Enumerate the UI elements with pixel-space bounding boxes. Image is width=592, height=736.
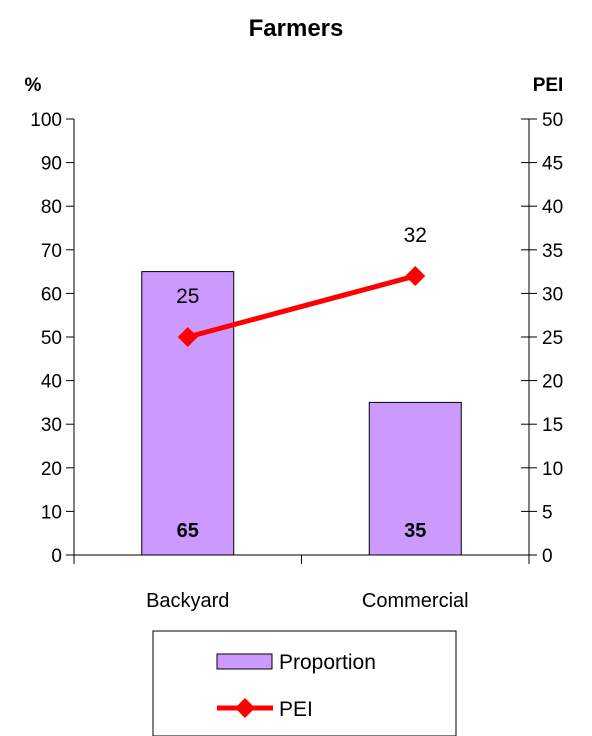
chart-title: Farmers [249, 15, 344, 42]
left-tick-label: 10 [41, 502, 62, 523]
legend-swatch-proportion [216, 653, 273, 670]
legend: Proportion PEI [152, 630, 457, 736]
left-tick-label: 60 [41, 284, 62, 305]
left-tick-label: 90 [41, 154, 62, 175]
bar-backyard [141, 271, 235, 556]
right-tick-label: 20 [542, 372, 563, 393]
right-tick-label: 30 [542, 284, 563, 305]
legend-label-pei: PEI [279, 698, 313, 721]
left-tick-label: 70 [41, 241, 62, 262]
legend-swatch-pei-marker [235, 698, 255, 718]
left-tick-label: 20 [41, 459, 62, 480]
bar-commercial [368, 401, 462, 556]
left-tick-label: 30 [41, 415, 62, 436]
x-tick-label: Backyard [146, 590, 229, 612]
line-series: 25 32 [176, 224, 427, 347]
axes: 0 10 20 30 40 50 60 70 80 90 100 0 5 10 15 20 25 30 35 40 45… [30, 110, 563, 612]
right-tick-label: 10 [542, 459, 563, 480]
pei-value-label: 25 [176, 285, 199, 308]
right-tick-label: 35 [542, 241, 563, 262]
pei-line [187, 273, 416, 340]
left-tick-label: 80 [41, 197, 62, 218]
pei-value-label: 32 [404, 224, 427, 247]
pei-marker [177, 327, 198, 347]
right-axis-unit: PEI [533, 75, 564, 96]
left-tick-label: 40 [41, 372, 62, 393]
right-tick-label: 25 [542, 328, 563, 349]
left-tick-label: 0 [51, 546, 62, 567]
legend-label-proportion: Proportion [279, 651, 376, 674]
right-tick-label: 15 [542, 415, 563, 436]
x-tick-label: Commercial [362, 590, 469, 612]
bar-value-label: 35 [404, 520, 426, 542]
bar-series: 65 35 [141, 271, 462, 556]
left-tick-label: 50 [41, 328, 62, 349]
right-tick-label: 40 [542, 197, 563, 218]
right-tick-label: 50 [542, 110, 563, 131]
left-tick-label: 100 [30, 110, 62, 131]
legend-box [152, 630, 457, 736]
right-tick-label: 5 [542, 502, 553, 523]
left-axis-unit: % [25, 75, 42, 96]
pei-marker [405, 265, 426, 286]
bar-value-label: 65 [177, 520, 199, 542]
right-tick-label: 45 [542, 154, 563, 175]
right-tick-label: 0 [542, 546, 553, 567]
